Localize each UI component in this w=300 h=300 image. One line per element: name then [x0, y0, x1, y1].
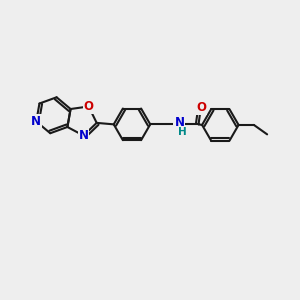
- Text: O: O: [196, 101, 206, 114]
- Text: N: N: [174, 116, 184, 129]
- Text: H: H: [178, 127, 186, 137]
- Text: O: O: [84, 100, 94, 113]
- Text: N: N: [31, 115, 41, 128]
- Text: N: N: [79, 129, 88, 142]
